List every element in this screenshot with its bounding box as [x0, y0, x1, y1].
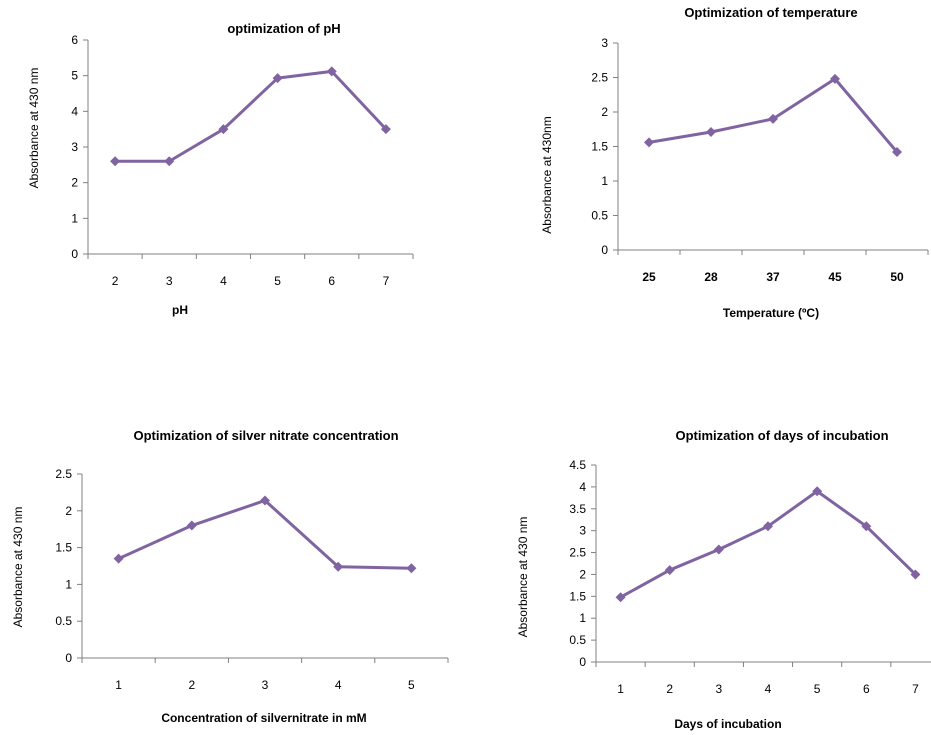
y-tick-label: 2.5	[55, 467, 72, 481]
x-axis-label: Days of incubation	[674, 717, 781, 731]
y-tick-label: 2	[601, 105, 608, 119]
series-line	[117, 498, 412, 570]
y-tick-label: 2	[71, 176, 78, 190]
y-tick-label: 5	[71, 69, 78, 83]
series-line	[619, 489, 917, 599]
y-tick-label: 0	[601, 243, 608, 257]
x-tick-label: 1	[115, 678, 122, 692]
x-tick-label: 37	[766, 270, 780, 284]
x-tick-label: 4	[220, 274, 227, 288]
x-axis-label: Concentration of silvernitrate in mM	[161, 711, 366, 725]
y-tick-label: 6	[71, 33, 78, 47]
data-point-marker	[892, 147, 902, 158]
data-point-marker	[830, 73, 840, 84]
data-point-marker	[768, 113, 778, 124]
data-point-marker	[164, 156, 175, 167]
y-tick-label: 4	[579, 480, 586, 494]
y-tick-label: 3	[579, 524, 586, 538]
y-tick-label: 3	[601, 36, 608, 50]
y-tick-label: 1	[71, 211, 78, 225]
data-point-marker	[333, 561, 344, 572]
data-point-marker	[644, 137, 654, 148]
data-point-marker	[910, 569, 921, 580]
y-axis-label: Absorbance at 430 nm	[27, 68, 41, 189]
x-tick-label: 3	[262, 678, 269, 692]
x-tick-label: 50	[890, 270, 904, 284]
data-point-marker	[113, 553, 124, 564]
data-point-marker	[218, 124, 229, 135]
series-line	[115, 69, 388, 163]
x-axis-label: pH	[172, 303, 188, 317]
y-tick-label: 4	[71, 104, 78, 118]
chart-title: Optimization of silver nitrate concentra…	[133, 428, 398, 443]
y-tick-label: 0.5	[55, 614, 72, 628]
data-point-marker	[713, 544, 724, 555]
x-tick-label: 3	[166, 274, 173, 288]
data-point-marker	[812, 486, 823, 497]
data-point-marker	[380, 124, 391, 135]
chart-1: 0 1 2 3 4 5 6 2 3 4 5 6 7 optimization of pH pH Absorba…	[27, 21, 414, 317]
x-tick-label: 5	[814, 682, 821, 696]
x-tick-label: 2	[666, 682, 673, 696]
x-tick-label: 45	[828, 270, 842, 284]
y-axis-label: Absorbance at 430 nm	[11, 507, 25, 628]
x-tick-label: 25	[642, 270, 656, 284]
x-tick-label: 6	[328, 274, 335, 288]
y-tick-label: 0	[65, 651, 72, 665]
data-point-marker	[706, 127, 716, 138]
x-axis-label: Temperature (ºC)	[723, 306, 819, 320]
y-tick-label: 0.5	[569, 633, 586, 647]
data-point-marker	[186, 520, 197, 531]
y-axis-label: Absorbance at 430nm	[540, 116, 554, 233]
data-point-marker	[110, 156, 121, 167]
x-tick-label: 1	[617, 682, 624, 696]
x-tick-label: 7	[912, 682, 919, 696]
data-point-marker	[326, 66, 337, 77]
y-tick-label: 4.5	[569, 458, 586, 472]
x-tick-label: 2	[188, 678, 195, 692]
data-point-marker	[615, 592, 626, 603]
x-tick-label: 4	[765, 682, 772, 696]
y-axis-label: Absorbance at 430 nm	[516, 517, 530, 638]
x-tick-label: 7	[383, 274, 390, 288]
data-point-marker	[406, 563, 417, 574]
y-tick-label: 1	[65, 577, 72, 591]
y-tick-label: 2.5	[569, 546, 586, 560]
y-tick-label: 0	[71, 247, 78, 261]
y-tick-label: 1	[579, 611, 586, 625]
y-tick-label: 1.5	[569, 589, 586, 603]
data-point-marker	[272, 73, 283, 84]
x-tick-label: 3	[716, 682, 723, 696]
chart-4: 0 0.5 1 1.5 2 2.5 3 3.5 4 4.5 1 2 3 4 5 6 7 Optimization …	[516, 428, 931, 731]
y-tick-label: 2	[579, 567, 586, 581]
data-point-marker	[861, 521, 872, 532]
data-point-marker	[260, 495, 270, 506]
y-tick-label: 3.5	[569, 502, 586, 516]
chart-title: optimization of pH	[227, 21, 340, 36]
y-tick-label: 0	[579, 655, 586, 669]
x-tick-label: 4	[335, 678, 342, 692]
y-tick-label: 0.5	[591, 209, 608, 223]
x-tick-label: 28	[704, 270, 718, 284]
x-tick-label: 5	[408, 678, 415, 692]
chart-2: 0 0.5 1 1.5 2 2.5 3 25 28 37 45 50 Optimization of t…	[540, 5, 929, 320]
y-tick-label: 3	[71, 140, 78, 154]
y-tick-label: 1.5	[55, 541, 72, 555]
chart-3: 0 0.5 1 1.5 2 2.5 1 2 3 4 5 Optimization of silver …	[11, 428, 449, 725]
x-tick-label: 6	[863, 682, 870, 696]
y-tick-label: 2.5	[591, 71, 608, 85]
y-tick-label: 1	[601, 174, 608, 188]
y-tick-label: 1.5	[591, 140, 608, 154]
data-point-marker	[763, 521, 773, 532]
x-tick-label: 5	[274, 274, 281, 288]
x-tick-label: 2	[112, 274, 119, 288]
chart-title: Optimization of temperature	[684, 5, 857, 20]
y-tick-label: 2	[65, 504, 72, 518]
chart-title: Optimization of days of incubation	[675, 428, 888, 443]
data-point-marker	[664, 565, 675, 576]
